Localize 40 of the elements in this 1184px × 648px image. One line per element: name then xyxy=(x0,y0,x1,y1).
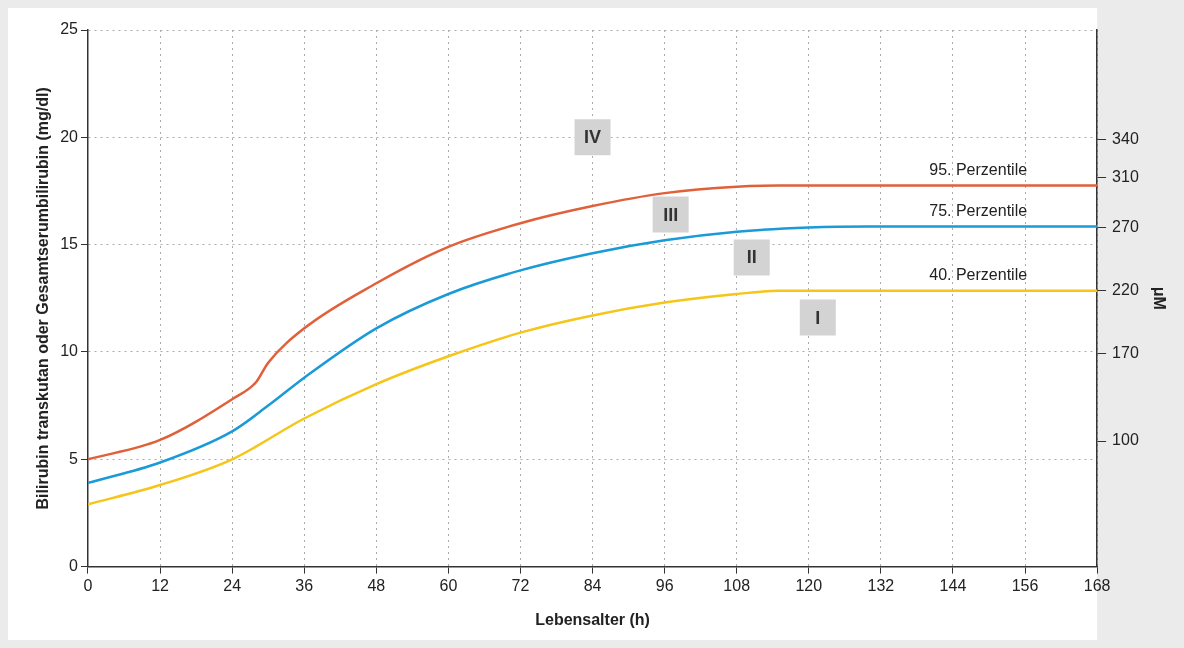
y-tick-label: 0 xyxy=(69,557,79,575)
x-tick-label: 132 xyxy=(867,576,895,594)
annotation: IV xyxy=(584,127,602,148)
line-series xyxy=(88,184,1098,461)
x-tick-label: 168 xyxy=(1083,576,1111,594)
y-tick-label: 25 xyxy=(60,20,79,38)
line-series xyxy=(88,289,1098,506)
series-label: 75. Perzentile xyxy=(929,201,1028,219)
y2-axis-title: μM xyxy=(1150,286,1168,310)
x-tick-label: 36 xyxy=(295,576,314,594)
series-label: 95. Perzentile xyxy=(929,161,1028,179)
x-tick-label: 24 xyxy=(223,576,242,594)
y-tick-label: 15 xyxy=(60,235,79,253)
annotation: II xyxy=(746,247,757,268)
x-tick-label: 156 xyxy=(1011,576,1039,594)
y2-tick-label: 100 xyxy=(1112,431,1139,449)
x-axis-title: Lebensalter (h) xyxy=(535,610,650,628)
x-tick-label: 48 xyxy=(367,576,386,594)
y2-tick-label: 310 xyxy=(1112,167,1139,185)
x-tick-label: 60 xyxy=(439,576,458,594)
x-tick-label: 12 xyxy=(151,576,170,594)
series-label: 40. Perzentile xyxy=(929,266,1028,284)
y-axis-title: Bilirubin transkutan oder Gesamtserumbilirubin (mg/dl) xyxy=(34,87,52,510)
x-tick-label: 120 xyxy=(795,576,823,594)
annotation: I xyxy=(815,307,821,328)
x-tick-label: 108 xyxy=(723,576,751,594)
line-series xyxy=(88,225,1098,485)
x-tick-label: 0 xyxy=(83,576,93,594)
x-tick-label: 72 xyxy=(511,576,530,594)
y2-tick-label: 170 xyxy=(1112,343,1139,361)
y2-tick-label: 220 xyxy=(1112,280,1139,298)
x-tick-label: 84 xyxy=(583,576,602,594)
x-tick-label: 144 xyxy=(939,576,967,594)
y-tick-label: 20 xyxy=(60,127,79,145)
y-tick-label: 5 xyxy=(69,449,79,467)
annotation: III xyxy=(663,204,679,225)
y2-tick-label: 340 xyxy=(1112,130,1139,148)
y-tick-label: 10 xyxy=(60,342,79,360)
x-tick-label: 96 xyxy=(655,576,674,594)
y2-tick-label: 270 xyxy=(1112,218,1139,236)
